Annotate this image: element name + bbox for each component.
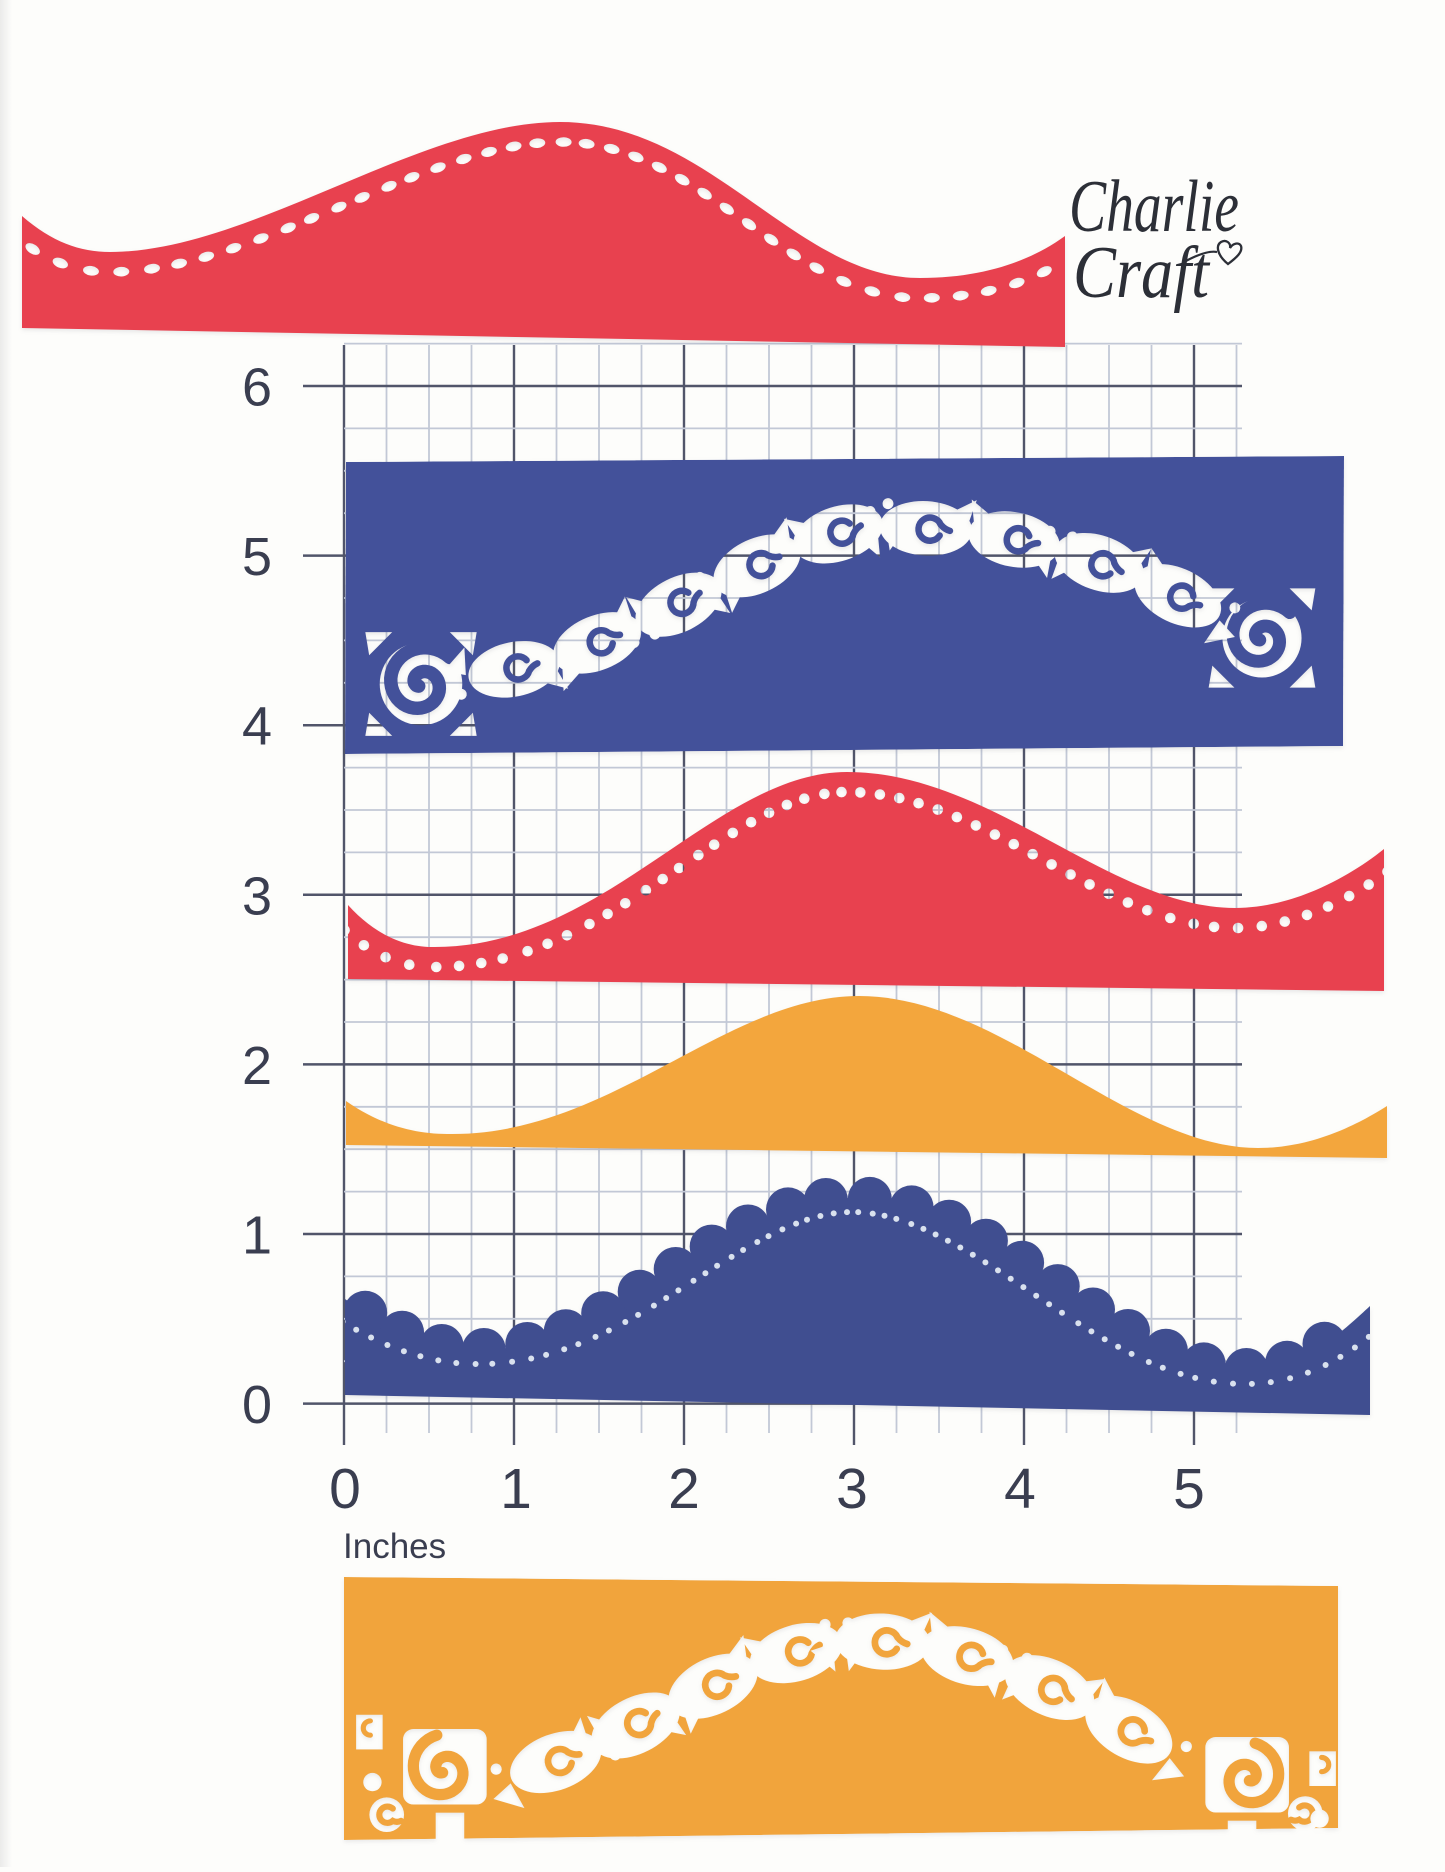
svg-text:5: 5	[1173, 1457, 1205, 1521]
svg-text:2: 2	[668, 1457, 700, 1521]
svg-text:Inches: Inches	[343, 1527, 446, 1566]
svg-text:2: 2	[242, 1036, 272, 1096]
svg-text:6: 6	[242, 358, 272, 418]
svg-text:1: 1	[500, 1457, 532, 1521]
svg-text:0: 0	[329, 1457, 361, 1521]
svg-text:0: 0	[242, 1375, 272, 1435]
svg-text:3: 3	[242, 866, 272, 926]
svg-text:1: 1	[242, 1206, 272, 1266]
svg-text:Charlie: Charlie	[1069, 166, 1239, 248]
svg-text:5: 5	[242, 527, 272, 587]
svg-text:Craft: Craft	[1073, 232, 1211, 314]
svg-text:4: 4	[242, 697, 272, 757]
svg-text:4: 4	[1004, 1457, 1036, 1521]
svg-text:3: 3	[836, 1457, 868, 1521]
